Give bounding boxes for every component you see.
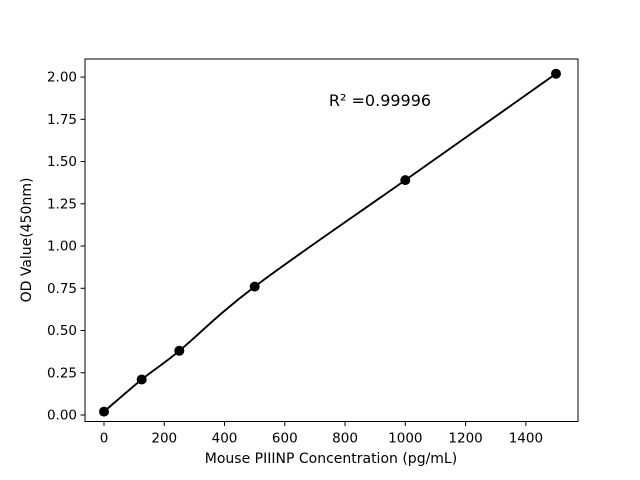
x-axis-label: Mouse PIIINP Concentration (pg/mL) bbox=[205, 451, 457, 467]
y-tick-label: 0.75 bbox=[47, 281, 77, 297]
x-tick-label: 1200 bbox=[448, 431, 482, 447]
y-tick-label: 1.50 bbox=[47, 154, 77, 170]
data-point-marker bbox=[400, 175, 411, 186]
y-tick-label: 2.00 bbox=[47, 70, 77, 86]
y-axis-label: OD Value(450nm) bbox=[19, 178, 35, 303]
x-tick-label: 1400 bbox=[509, 431, 543, 447]
data-point-marker bbox=[249, 281, 260, 292]
y-tick-label: 0.00 bbox=[47, 407, 77, 423]
axes-frame bbox=[84, 58, 579, 422]
data-point-marker bbox=[174, 345, 185, 356]
y-tick-label: 1.25 bbox=[47, 196, 77, 212]
data-point-marker bbox=[136, 374, 147, 385]
y-tick-label: 1.00 bbox=[47, 239, 77, 255]
x-tick-label: 200 bbox=[151, 431, 177, 447]
fit-curve bbox=[103, 72, 557, 413]
data-point-marker bbox=[551, 68, 561, 79]
x-tick-label: 1000 bbox=[388, 431, 422, 447]
x-tick-label: 600 bbox=[272, 431, 298, 447]
data-point-marker bbox=[99, 406, 109, 417]
y-tick-label: 0.25 bbox=[47, 365, 77, 381]
y-tick-label: 0.50 bbox=[47, 323, 77, 339]
x-tick-label: 400 bbox=[212, 431, 238, 447]
y-tick-label: 1.75 bbox=[47, 112, 77, 128]
plot-area: 0 200 400 600 800 1000 1200 1400 0.00 0.25 0.50 0.7… bbox=[47, 58, 579, 447]
x-tick-label: 800 bbox=[332, 431, 358, 447]
r-squared-annotation: R² =0.99996 bbox=[329, 91, 431, 110]
x-tick-label: 0 bbox=[100, 431, 109, 447]
